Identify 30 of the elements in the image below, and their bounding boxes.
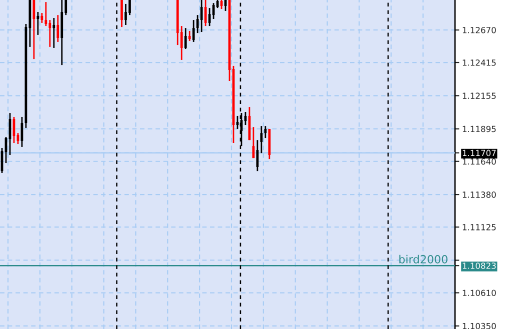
y-tick-label: 1.12415 — [462, 59, 496, 66]
candlestick — [252, 126, 255, 159]
candlestick — [40, 12, 44, 24]
y-tick-label: 1.11707 — [462, 150, 496, 156]
candlestick — [48, 19, 52, 48]
candlestick — [120, 0, 123, 28]
candlestick — [200, 0, 203, 33]
y-tick-label: 1.10823 — [462, 262, 496, 269]
candlestick — [184, 27, 187, 50]
candlestick — [264, 125, 267, 139]
ref-line-label: bird2000 — [399, 254, 448, 264]
candlestick — [124, 3, 127, 26]
y-tick-label: 1.10350 — [462, 322, 496, 329]
candlestick — [56, 14, 60, 43]
y-tick-label: 1.11125 — [462, 224, 496, 230]
candlestick — [260, 125, 263, 154]
y-tick-label: 1.10610 — [462, 290, 496, 296]
candlestick — [52, 17, 56, 49]
candlestick — [128, 0, 131, 16]
y-tick-label: 1.12155 — [462, 92, 496, 99]
candlestick — [256, 139, 259, 172]
y-tick-label: 1.11895 — [462, 126, 496, 132]
candlestick — [36, 11, 40, 36]
candlestick — [44, 1, 48, 27]
y-tick-label: 1.12670 — [462, 26, 496, 34]
y-tick-label: 1.11380 — [462, 192, 496, 198]
candlestick — [192, 19, 195, 43]
candlestick — [32, 0, 36, 60]
y-tick-label: 1.11640 — [462, 158, 496, 165]
candlestick — [188, 30, 191, 42]
